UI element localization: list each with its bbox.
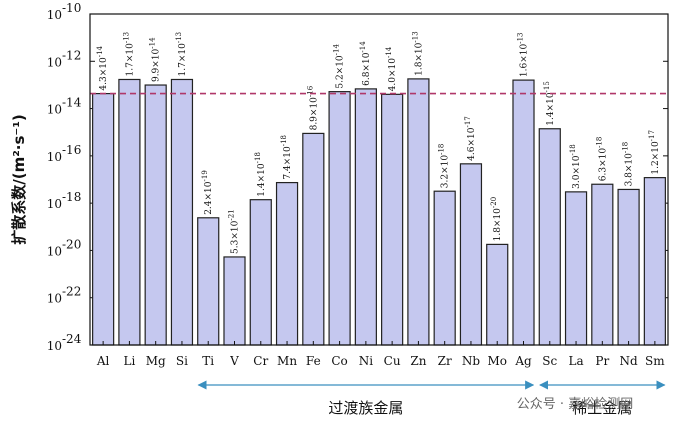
bar-nb (459, 163, 483, 346)
plot-frame (89, 13, 669, 346)
y-tick-label: 10 (47, 150, 62, 164)
x-tick-label: Al (96, 354, 110, 368)
y-tick-exponent: -10 (62, 1, 81, 15)
watermark-text: 公众号 · 嘉峪检测网 (517, 397, 633, 412)
bar-fe (302, 132, 325, 346)
y-tick-label: 10 (47, 8, 62, 22)
x-axis: Al Li Mg Si Ti V Cr Mn Fe Co Ni Cu Zn Zr Nb Mo Ag Sc La Pr N… (96, 341, 665, 368)
data-label: 6.8×10-14 (359, 41, 372, 86)
bar-si (170, 78, 194, 346)
group-label: 稀土金属 (572, 399, 632, 417)
bar-sm (643, 177, 666, 346)
y-tick-label: 10 (47, 55, 62, 69)
x-tick-label: Sc (542, 354, 557, 368)
y-tick-exponent: -18 (62, 190, 81, 204)
y-tick-label: 10 (47, 339, 62, 353)
bar-mo (486, 243, 509, 346)
x-tick-label: Nd (619, 354, 638, 368)
watermark: 公众号 · 嘉峪检测网 (517, 397, 633, 412)
plot-border (89, 13, 669, 346)
bar-mn (275, 181, 299, 346)
x-tick-label: Cr (253, 354, 268, 368)
x-tick-label: Ni (359, 354, 374, 368)
data-label: 4.6×10-17 (464, 116, 477, 161)
bar-sc (538, 128, 561, 346)
bar-ti (197, 217, 220, 346)
y-tick-exponent: -24 (62, 332, 82, 346)
x-tick-label: Cu (384, 354, 401, 368)
bar-cr (249, 199, 272, 346)
data-label: 5.2×10-14 (333, 44, 346, 89)
x-tick-label: La (568, 354, 583, 368)
data-label: 7.4×10-18 (280, 135, 293, 180)
y-tick-exponent: -22 (62, 285, 81, 299)
data-label: 3.8×10-18 (622, 142, 635, 187)
bar-v (223, 256, 246, 346)
x-tick-label: Ti (202, 354, 214, 368)
x-tick-label: Nb (462, 354, 481, 368)
bar-al (92, 92, 115, 346)
x-tick-label: Zr (438, 354, 452, 368)
bar-mg (144, 84, 167, 346)
data-label: 1.4×10-18 (254, 152, 267, 197)
x-tick-label: V (229, 354, 239, 368)
bar-ni (354, 88, 377, 346)
data-label: 5.3×10-21 (228, 209, 241, 254)
x-tick-label: Li (124, 354, 136, 368)
data-label: 1.8×10-20 (490, 197, 503, 242)
x-tick-label: Pr (595, 354, 609, 368)
x-tick-label: Co (331, 354, 347, 368)
data-label: 8.9×10-16 (306, 85, 319, 130)
x-tick-label: Mo (487, 354, 507, 368)
y-axis-label: 扩散系数/(m²·s⁻¹) (10, 114, 28, 245)
bars (92, 78, 666, 346)
data-label: 1.8×10-13 (411, 31, 424, 76)
data-label: 1.4×10-15 (543, 81, 556, 126)
y-tick-exponent: -14 (62, 96, 82, 110)
group-label: 过渡族金属 (328, 399, 403, 417)
y-tick-label: 10 (47, 292, 62, 306)
y-tick-exponent: -20 (62, 237, 81, 251)
bar-cu (381, 93, 404, 346)
data-label: 4.3×10-14 (96, 45, 109, 90)
y-axis-title: 扩散系数/(m²·s⁻¹) (10, 114, 28, 245)
data-labels: 4.3×10-14 1.7×10-13 9.9×10-14 1.7×10-13 2.4×… (96, 31, 661, 254)
bar-pr (591, 183, 614, 346)
y-tick-label: 10 (47, 244, 62, 258)
data-label: 6.3×10-18 (595, 137, 608, 182)
group-annotations: 过渡族金属 稀土金属 (197, 380, 666, 417)
bar-ag (512, 79, 535, 346)
x-tick-label: Ag (514, 354, 532, 368)
bar-nd (617, 188, 640, 346)
data-label: 1.6×10-13 (517, 33, 530, 78)
y-tick-label: 10 (47, 103, 62, 117)
data-label: 1.2×10-17 (648, 130, 661, 175)
x-tick-label: Si (176, 354, 188, 368)
bar-zn (407, 78, 430, 346)
data-label: 9.9×10-14 (149, 37, 162, 82)
y-tick-exponent: -16 (62, 143, 81, 157)
data-label: 3.2×10-18 (438, 144, 451, 189)
x-tick-label: Sm (645, 354, 665, 368)
x-tick-label: Zn (410, 354, 426, 368)
bar-la (564, 191, 588, 346)
bar-li (118, 78, 141, 346)
x-tick-label: Mn (277, 354, 297, 368)
x-tick-label: Fe (306, 354, 321, 368)
data-label: 1.7×10-13 (122, 32, 135, 77)
data-label: 1.7×10-13 (175, 32, 188, 77)
data-label: 4.0×10-14 (385, 46, 398, 91)
bar-zr (433, 190, 456, 346)
x-tick-label: Mg (146, 354, 166, 368)
bar-co (328, 91, 351, 346)
data-label: 3.0×10-18 (569, 144, 582, 189)
y-tick-exponent: -12 (62, 48, 81, 62)
y-tick-label: 10 (47, 197, 62, 211)
data-label: 2.4×10-19 (201, 170, 214, 215)
